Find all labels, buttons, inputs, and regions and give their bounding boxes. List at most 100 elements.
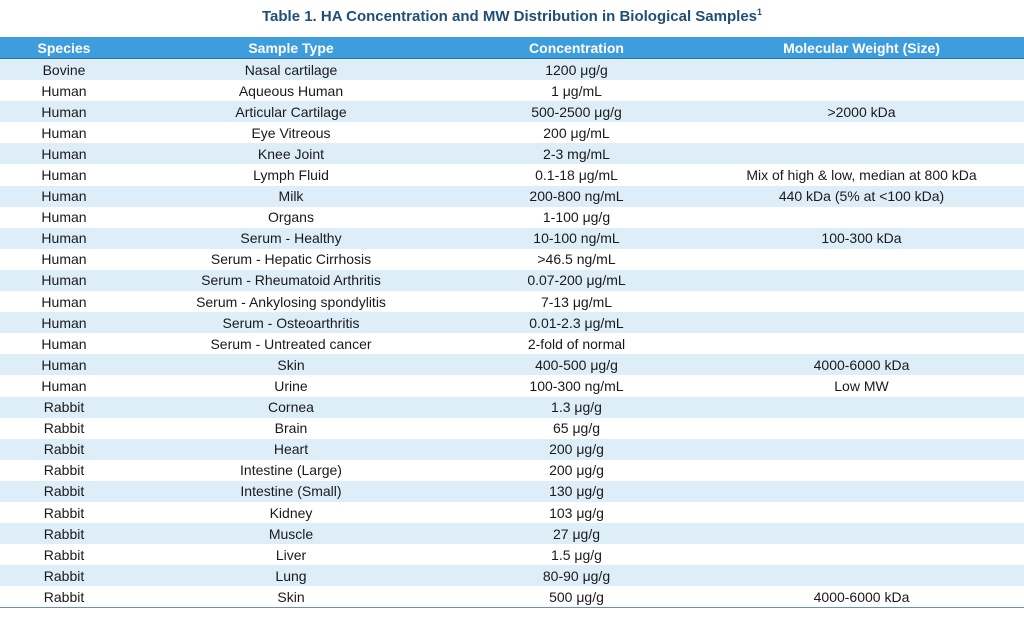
cell-species: Rabbit bbox=[0, 523, 128, 545]
table-row: Human Serum - Healthy 10-100 ng/mL 100-300 … bbox=[0, 227, 1024, 249]
cell-molecular-weight bbox=[699, 58, 1024, 81]
cell-sample-type: Milk bbox=[128, 185, 454, 207]
table-row: Human Serum - Untreated cancer 2-fold of n… bbox=[0, 333, 1024, 355]
header-sample-type: Sample Type bbox=[128, 37, 454, 59]
table-row: Human Serum - Hepatic Cirrhosis >46.5 ng/m… bbox=[0, 248, 1024, 270]
cell-molecular-weight bbox=[699, 438, 1024, 460]
table-row: Rabbit Brain 65 μg/g bbox=[0, 417, 1024, 439]
table-row: Human Serum - Ankylosing spondylitis 7-13 … bbox=[0, 291, 1024, 313]
cell-sample-type: Intestine (Small) bbox=[128, 480, 454, 502]
cell-species: Human bbox=[0, 269, 128, 292]
cell-molecular-weight bbox=[699, 269, 1024, 292]
table-row: Human Aqueous Human 1 μg/mL bbox=[0, 80, 1024, 102]
cell-concentration: 500 μg/g bbox=[454, 586, 699, 609]
cell-concentration: 1.3 μg/g bbox=[454, 396, 699, 418]
cell-molecular-weight: 440 kDa (5% at <100 kDa) bbox=[699, 185, 1024, 207]
table-body: Bovine Nasal cartilage 1200 μg/g Human Aqueo… bbox=[0, 58, 1024, 609]
table-row: Rabbit Heart 200 μg/g bbox=[0, 438, 1024, 460]
cell-sample-type: Serum - Osteoarthritis bbox=[128, 312, 454, 334]
cell-concentration: 200 μg/mL bbox=[454, 122, 699, 144]
cell-molecular-weight bbox=[699, 501, 1024, 524]
cell-concentration: 10-100 ng/mL bbox=[454, 227, 699, 249]
cell-concentration: 2-3 mg/mL bbox=[454, 143, 699, 165]
cell-species: Human bbox=[0, 143, 128, 165]
cell-sample-type: Skin bbox=[128, 586, 454, 609]
cell-concentration: 80-90 μg/g bbox=[454, 565, 699, 587]
table-row: Human Articular Cartilage 500-2500 μg/g >20… bbox=[0, 101, 1024, 123]
cell-molecular-weight bbox=[699, 333, 1024, 355]
table-row: Human Skin 400-500 μg/g 4000-6000 kDa bbox=[0, 354, 1024, 376]
cell-species: Human bbox=[0, 101, 128, 123]
cell-sample-type: Lung bbox=[128, 565, 454, 587]
table-row: Rabbit Intestine (Large) 200 μg/g bbox=[0, 459, 1024, 481]
cell-species: Human bbox=[0, 206, 128, 228]
cell-concentration: 200 μg/g bbox=[454, 438, 699, 460]
cell-concentration: 400-500 μg/g bbox=[454, 354, 699, 376]
cell-species: Rabbit bbox=[0, 544, 128, 566]
cell-species: Rabbit bbox=[0, 396, 128, 418]
cell-sample-type: Skin bbox=[128, 354, 454, 376]
cell-concentration: 2-fold of normal bbox=[454, 333, 699, 355]
cell-species: Rabbit bbox=[0, 480, 128, 502]
table-row: Rabbit Kidney 103 μg/g bbox=[0, 501, 1024, 524]
table-row: Bovine Nasal cartilage 1200 μg/g bbox=[0, 58, 1024, 81]
cell-species: Rabbit bbox=[0, 565, 128, 587]
cell-molecular-weight: 4000-6000 kDa bbox=[699, 354, 1024, 376]
cell-molecular-weight bbox=[699, 480, 1024, 502]
cell-concentration: 500-2500 μg/g bbox=[454, 101, 699, 123]
cell-species: Human bbox=[0, 185, 128, 207]
cell-sample-type: Cornea bbox=[128, 396, 454, 418]
header-molecular-weight: Molecular Weight (Size) bbox=[699, 37, 1024, 59]
cell-molecular-weight: Low MW bbox=[699, 375, 1024, 397]
cell-sample-type: Nasal cartilage bbox=[128, 58, 454, 81]
cell-sample-type: Serum - Untreated cancer bbox=[128, 333, 454, 355]
cell-species: Human bbox=[0, 333, 128, 355]
table-row: Human Serum - Osteoarthritis 0.01-2.3 μg/m… bbox=[0, 312, 1024, 334]
table-row: Human Urine 100-300 ng/mL Low MW bbox=[0, 375, 1024, 397]
cell-concentration: 0.1-18 μg/mL bbox=[454, 164, 699, 186]
cell-species: Rabbit bbox=[0, 417, 128, 439]
cell-sample-type: Serum - Hepatic Cirrhosis bbox=[128, 248, 454, 270]
cell-molecular-weight bbox=[699, 122, 1024, 144]
cell-molecular-weight: 100-300 kDa bbox=[699, 227, 1024, 249]
table-row: Rabbit Skin 500 μg/g 4000-6000 kDa bbox=[0, 586, 1024, 609]
cell-sample-type: Heart bbox=[128, 438, 454, 460]
table-row: Human Lymph Fluid 0.1-18 μg/mL Mix of high … bbox=[0, 164, 1024, 186]
table-row: Human Eye Vitreous 200 μg/mL bbox=[0, 122, 1024, 144]
cell-species: Human bbox=[0, 164, 128, 186]
cell-species: Human bbox=[0, 312, 128, 334]
cell-sample-type: Muscle bbox=[128, 523, 454, 545]
cell-species: Bovine bbox=[0, 58, 128, 81]
cell-sample-type: Kidney bbox=[128, 501, 454, 524]
cell-concentration: 27 μg/g bbox=[454, 523, 699, 545]
table-header: Species Sample Type Concentration Molecu… bbox=[0, 37, 1024, 59]
cell-concentration: >46.5 ng/mL bbox=[454, 248, 699, 270]
cell-molecular-weight bbox=[699, 544, 1024, 566]
cell-sample-type: Aqueous Human bbox=[128, 80, 454, 102]
cell-species: Human bbox=[0, 227, 128, 249]
cell-concentration: 1 μg/mL bbox=[454, 80, 699, 102]
cell-concentration: 1200 μg/g bbox=[454, 58, 699, 81]
cell-concentration: 0.01-2.3 μg/mL bbox=[454, 312, 699, 334]
header-species: Species bbox=[0, 37, 128, 59]
header-concentration: Concentration bbox=[454, 37, 699, 59]
cell-sample-type: Urine bbox=[128, 375, 454, 397]
cell-molecular-weight bbox=[699, 206, 1024, 228]
cell-species: Rabbit bbox=[0, 438, 128, 460]
table-row: Human Organs 1-100 μg/g bbox=[0, 206, 1024, 228]
cell-concentration: 100-300 ng/mL bbox=[454, 375, 699, 397]
cell-concentration: 65 μg/g bbox=[454, 417, 699, 439]
cell-sample-type: Intestine (Large) bbox=[128, 459, 454, 481]
cell-molecular-weight bbox=[699, 459, 1024, 481]
cell-species: Human bbox=[0, 291, 128, 313]
table-row: Rabbit Lung 80-90 μg/g bbox=[0, 565, 1024, 587]
cell-sample-type: Serum - Rheumatoid Arthritis bbox=[128, 269, 454, 292]
table-row: Rabbit Intestine (Small) 130 μg/g bbox=[0, 480, 1024, 502]
cell-molecular-weight: Mix of high & low, median at 800 kDa bbox=[699, 164, 1024, 186]
cell-sample-type: Eye Vitreous bbox=[128, 122, 454, 144]
table-title-text: Table 1. HA Concentration and MW Distrib… bbox=[261, 8, 758, 25]
cell-sample-type: Organs bbox=[128, 206, 454, 228]
cell-species: Rabbit bbox=[0, 501, 128, 524]
table-title: Table 1. HA Concentration and MW Distrib… bbox=[0, 7, 1024, 25]
cell-sample-type: Knee Joint bbox=[128, 143, 454, 165]
